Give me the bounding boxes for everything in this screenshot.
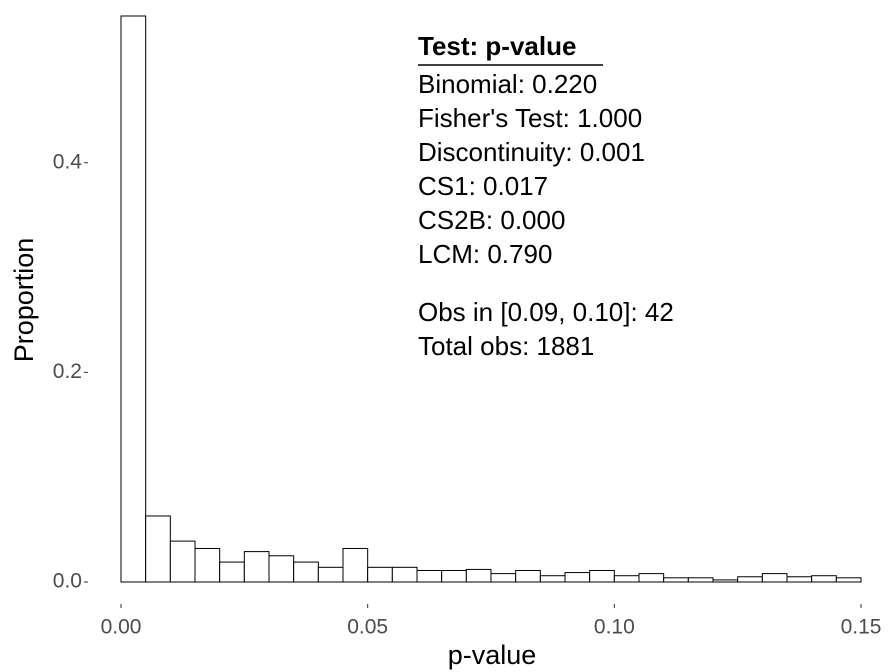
bar <box>268 555 295 583</box>
y-axis-title: Proportion <box>9 238 39 363</box>
annotation-line: Fisher's Test: 1.000 <box>418 103 642 133</box>
bar <box>539 575 566 583</box>
bar <box>342 547 369 583</box>
bar <box>564 572 591 583</box>
x-tick-label: 0.00 <box>101 616 142 639</box>
bar <box>391 566 418 583</box>
y-tick-label: 0.0 <box>53 570 82 593</box>
annotation-line: Total obs: 1881 <box>418 331 594 361</box>
bar <box>367 566 393 583</box>
bar <box>219 561 245 583</box>
x-tick-label: 0.10 <box>594 616 635 639</box>
bar <box>293 561 319 583</box>
x-axis-title: p-value <box>448 640 537 670</box>
y-tick-label: 0.2 <box>53 360 82 383</box>
annotation: Test: p-value Binomial: 0.220 Fisher's Te… <box>418 31 674 361</box>
x-tick-label: 0.05 <box>347 616 388 639</box>
annotation-title: Test: p-value <box>418 31 576 61</box>
annotation-line: CS2B: 0.000 <box>418 205 565 235</box>
bar <box>169 540 196 583</box>
bar <box>416 569 443 583</box>
bar <box>317 566 344 583</box>
bar <box>145 515 171 583</box>
bar <box>243 551 270 583</box>
bar <box>687 577 714 583</box>
bar <box>589 569 615 583</box>
bar <box>515 569 541 583</box>
x-tick-label: 0.15 <box>841 616 882 639</box>
bar <box>663 577 689 583</box>
bar <box>441 569 467 583</box>
bar <box>761 573 788 583</box>
bar <box>490 573 517 583</box>
annotation-line: CS1: 0.017 <box>418 171 548 201</box>
bar <box>786 576 813 583</box>
bar <box>613 575 640 583</box>
bar <box>465 568 492 583</box>
annotation-line: Binomial: 0.220 <box>418 69 597 99</box>
bar <box>712 579 739 583</box>
annotation-line: Discontinuity: 0.001 <box>418 137 645 167</box>
bar <box>811 575 837 583</box>
bar <box>835 577 862 583</box>
annotation-line: LCM: 0.790 <box>418 239 552 269</box>
bar <box>120 15 147 583</box>
y-tick-label: 0.4 <box>53 150 83 173</box>
bar <box>737 576 763 583</box>
bar <box>194 547 221 583</box>
bar <box>638 573 665 583</box>
annotation-line: Obs in [0.09, 0.10]: 42 <box>418 297 674 327</box>
